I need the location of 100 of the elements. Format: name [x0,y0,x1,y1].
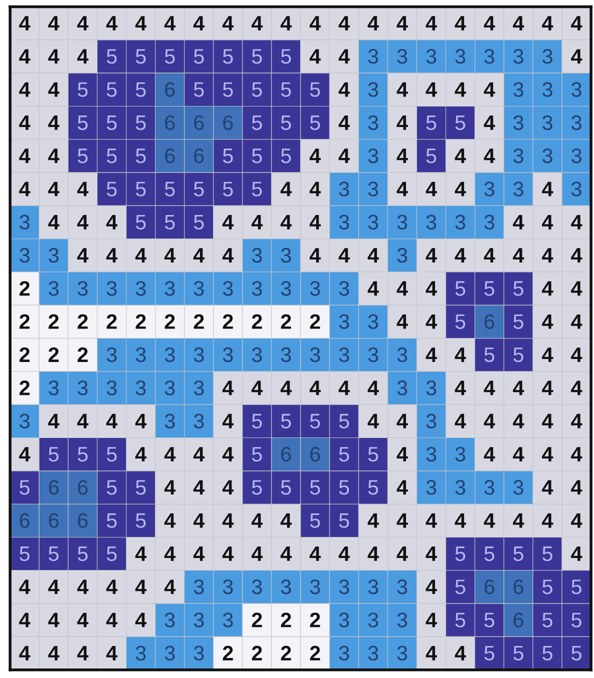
data-label: 4 [310,248,321,262]
data-label: 5 [484,348,494,362]
data-label: 3 [222,347,233,362]
data-label: 4 [571,348,582,362]
data-label: 5 [136,116,146,130]
data-label: 3 [368,646,378,661]
data-label: 4 [542,348,554,362]
data-label: 3 [164,414,175,428]
data-label: 4 [164,16,176,30]
data-label: 5 [368,480,378,495]
data-label: 5 [484,281,494,296]
data-label: 4 [396,480,408,495]
data-label: 3 [397,49,408,64]
data-label: 4 [454,16,466,30]
data-label: 4 [571,281,582,296]
data-label: 3 [455,446,466,462]
data-label: 3 [48,281,59,296]
data-label: 4 [310,16,321,30]
data-label: 3 [281,281,291,296]
data-label: 4 [368,414,379,428]
data-label: 2 [78,314,88,329]
data-label: 4 [193,248,205,262]
data-label: 4 [77,248,88,262]
data-label: 5 [281,480,291,495]
data-label: 5 [455,546,466,562]
data-label: 4 [77,182,88,196]
data-label: 3 [281,347,291,362]
data-label: 6 [165,115,175,130]
data-label: 4 [484,82,496,97]
data-label: 4 [310,49,321,64]
data-label: 3 [397,646,408,661]
data-label: 4 [484,148,496,164]
data-label: 4 [338,380,350,396]
data-label: 6 [78,513,88,528]
data-label: 3 [426,380,436,396]
data-label: 4 [310,182,321,196]
data-label: 4 [542,214,554,230]
data-label: 6 [281,446,291,462]
data-label: 3 [542,115,552,130]
data-label: 4 [19,447,30,462]
data-label: 5 [572,646,582,661]
data-label: 3 [542,82,552,97]
data-label: 4 [454,182,466,196]
data-label: 4 [48,580,60,594]
data-label: 4 [571,447,582,462]
data-label: 3 [368,115,378,130]
data-label: 3 [164,612,175,628]
data-label: 4 [484,380,496,396]
data-label: 5 [48,447,59,462]
data-label: 5 [252,82,262,97]
data-label: 2 [222,646,233,660]
data-label: 4 [368,248,379,262]
data-label: 4 [19,646,30,660]
data-label: 2 [20,347,30,362]
data-label: 5 [136,182,146,196]
data-label: 5 [484,646,494,661]
data-label: 3 [513,82,524,97]
data-label: 4 [252,16,263,30]
data-label: 5 [455,580,466,594]
data-label: 4 [280,380,292,396]
data-label: 4 [48,646,60,660]
data-label: 4 [280,546,292,561]
data-label: 5 [542,580,552,594]
data-label: 3 [484,49,494,64]
data-label: 2 [310,314,320,329]
data-label: 5 [194,49,204,64]
data-label: 5 [78,148,88,164]
data-label: 5 [281,414,291,428]
data-label: 4 [193,16,205,30]
data-label: 4 [542,480,554,495]
data-label: 4 [19,148,30,164]
data-label: 3 [78,281,88,296]
data-label: 5 [339,414,350,428]
data-label: 4 [48,612,60,628]
data-label: 4 [426,580,437,594]
data-label: 4 [542,414,554,428]
data-label: 3 [397,380,408,396]
data-label: 5 [513,348,524,362]
data-label: 4 [48,414,60,428]
data-label: 3 [20,414,30,428]
data-label: 3 [339,281,350,296]
data-label: 5 [310,82,320,97]
data-label: 6 [223,115,233,130]
data-label: 3 [194,380,204,396]
data-label: 5 [78,546,88,562]
data-label: 5 [572,580,582,594]
data-label: 5 [339,513,350,528]
data-label: 3 [194,414,204,428]
data-label: 3 [164,646,175,661]
data-label: 4 [571,248,582,262]
data-label: 3 [368,148,378,164]
data-label: 3 [455,49,466,64]
data-label: 5 [136,148,146,164]
data-label: 4 [310,546,321,561]
data-label: 4 [19,182,30,196]
data-label: 5 [106,82,117,97]
data-label: 3 [136,281,146,296]
data-label: 5 [252,414,262,428]
data-label: 4 [484,116,496,130]
data-label: 4 [484,447,496,462]
